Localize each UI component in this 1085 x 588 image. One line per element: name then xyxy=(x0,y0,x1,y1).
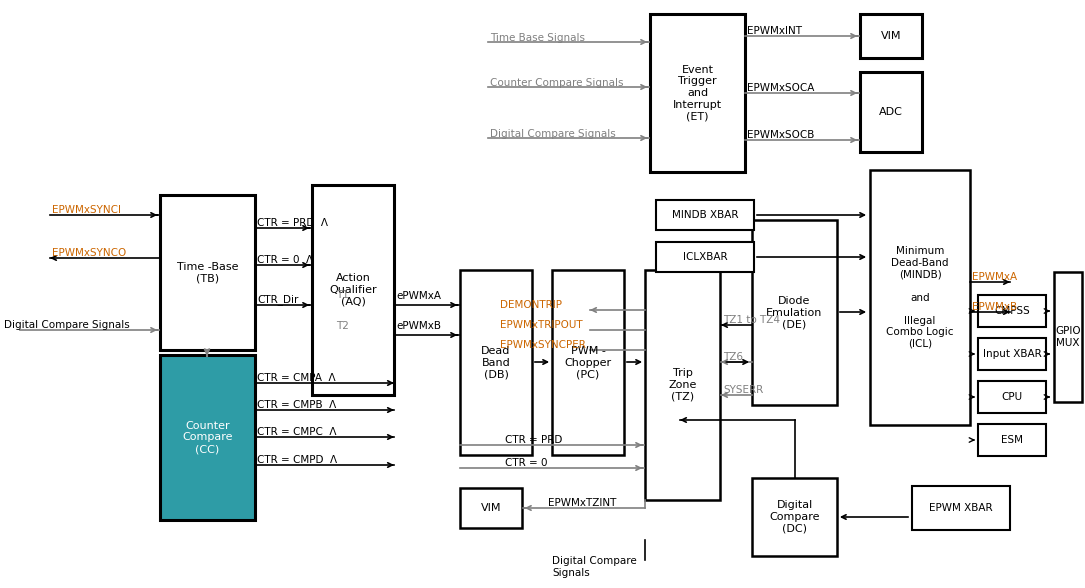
Bar xyxy=(656,200,754,230)
Text: CTR = 0  Ʌ: CTR = 0 Ʌ xyxy=(257,255,314,265)
Text: TZ1 to TZ4: TZ1 to TZ4 xyxy=(723,315,780,325)
Text: CTR = PRD  Ʌ: CTR = PRD Ʌ xyxy=(257,218,328,228)
Bar xyxy=(1054,272,1082,402)
Text: MINDB XBAR: MINDB XBAR xyxy=(672,210,738,220)
Text: VIM: VIM xyxy=(481,503,501,513)
Text: Trip
Zone
(TZ): Trip Zone (TZ) xyxy=(668,369,697,402)
Text: SYSERR: SYSERR xyxy=(723,385,763,395)
Text: ePWMxA: ePWMxA xyxy=(396,291,441,301)
Bar xyxy=(656,242,754,272)
Text: Minimum
Dead-Band
(MINDB)

and

Illegal
Combo Logic
(ICL): Minimum Dead-Band (MINDB) and Illegal Co… xyxy=(886,246,954,349)
Text: CTR = CMPA  Ʌ: CTR = CMPA Ʌ xyxy=(257,373,335,383)
Bar xyxy=(752,478,837,556)
Text: EPWMxSYNCO: EPWMxSYNCO xyxy=(52,248,126,258)
Bar xyxy=(752,220,837,405)
Text: EPWMxTZINT: EPWMxTZINT xyxy=(548,498,616,508)
Text: EPWMxSOCB: EPWMxSOCB xyxy=(746,130,815,140)
Text: EPWM XBAR: EPWM XBAR xyxy=(929,503,993,513)
Text: Digital Compare Signals: Digital Compare Signals xyxy=(490,129,616,139)
Text: CTR = PRD: CTR = PRD xyxy=(505,435,562,445)
Text: CTR = CMPB  Ʌ: CTR = CMPB Ʌ xyxy=(257,400,336,410)
Text: TZ6: TZ6 xyxy=(723,352,743,362)
Bar xyxy=(978,424,1046,456)
Bar xyxy=(460,488,522,528)
Bar xyxy=(159,355,255,520)
Text: CTR_Dir: CTR_Dir xyxy=(257,295,298,305)
Text: EPWMxINT: EPWMxINT xyxy=(746,26,802,36)
Text: Event
Trigger
and
Interrupt
(ET): Event Trigger and Interrupt (ET) xyxy=(673,65,722,121)
Text: EPWMxA: EPWMxA xyxy=(972,272,1017,282)
Text: Time Base Signals: Time Base Signals xyxy=(490,33,585,43)
Text: EPWMxSYNCPER: EPWMxSYNCPER xyxy=(500,340,586,350)
Text: ESM: ESM xyxy=(1001,435,1023,445)
Text: CMPSS: CMPSS xyxy=(994,306,1030,316)
Text: Diode
Emulation
(DE): Diode Emulation (DE) xyxy=(766,296,822,329)
Bar xyxy=(978,295,1046,327)
Text: Input XBAR: Input XBAR xyxy=(983,349,1042,359)
Text: CPU: CPU xyxy=(1001,392,1022,402)
Bar xyxy=(860,72,922,152)
Text: CTR = 0: CTR = 0 xyxy=(505,458,548,468)
Text: EPWMxSYNCI: EPWMxSYNCI xyxy=(52,205,122,215)
Text: VIM: VIM xyxy=(881,31,902,41)
Bar xyxy=(870,170,970,425)
Text: PWM -
Chopper
(PC): PWM - Chopper (PC) xyxy=(564,346,612,379)
Bar xyxy=(978,381,1046,413)
Text: EPWMxSOCA: EPWMxSOCA xyxy=(746,83,815,93)
Text: EPWMxTRIPOUT: EPWMxTRIPOUT xyxy=(500,320,583,330)
Bar xyxy=(650,14,745,172)
Text: Dead
Band
(DB): Dead Band (DB) xyxy=(482,346,511,379)
Text: T2: T2 xyxy=(336,321,349,331)
Text: Action
Qualifier
(AQ): Action Qualifier (AQ) xyxy=(329,273,376,306)
Bar xyxy=(644,270,720,500)
Bar xyxy=(860,14,922,58)
Text: ICLXBAR: ICLXBAR xyxy=(682,252,727,262)
Text: CTR = CMPD  Ʌ: CTR = CMPD Ʌ xyxy=(257,455,337,465)
Bar xyxy=(159,195,255,350)
Text: DEMONTRIP: DEMONTRIP xyxy=(500,300,562,310)
Bar xyxy=(312,185,394,395)
Text: Counter
Compare
(CC): Counter Compare (CC) xyxy=(182,421,233,454)
Text: Digital Compare
Signals: Digital Compare Signals xyxy=(552,556,637,577)
Text: Digital Compare Signals: Digital Compare Signals xyxy=(4,320,130,330)
Bar xyxy=(552,270,624,455)
Text: CTR = CMPC  Ʌ: CTR = CMPC Ʌ xyxy=(257,427,336,437)
Text: EPWMxB: EPWMxB xyxy=(972,302,1017,312)
Text: ADC: ADC xyxy=(879,107,903,117)
Text: Digital
Compare
(DC): Digital Compare (DC) xyxy=(769,500,820,533)
Text: T1: T1 xyxy=(336,290,349,300)
Text: GPIO
MUX: GPIO MUX xyxy=(1056,326,1081,348)
Text: Counter Compare Signals: Counter Compare Signals xyxy=(490,78,624,88)
Text: Time -Base
(TB): Time -Base (TB) xyxy=(177,262,239,283)
Bar xyxy=(460,270,532,455)
Bar xyxy=(912,486,1010,530)
Bar xyxy=(978,338,1046,370)
Text: ePWMxB: ePWMxB xyxy=(396,321,441,331)
